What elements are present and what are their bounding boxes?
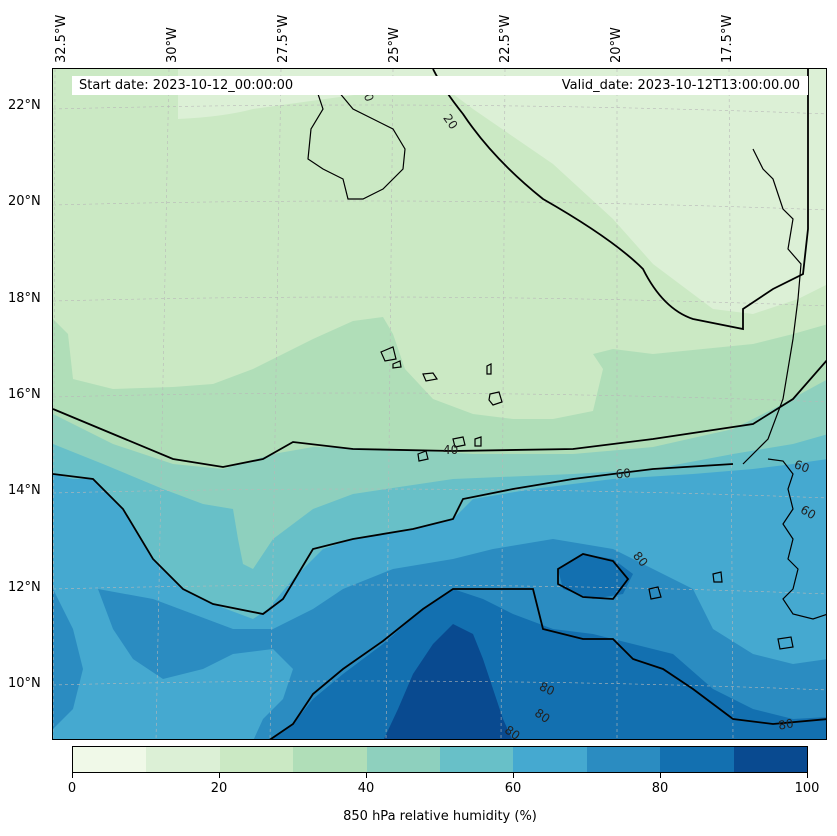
- contour-label-80-b: 80: [537, 679, 557, 698]
- colorbar-segment-1: [146, 747, 220, 772]
- humidity-map-canvas: 0 20 40 60 60 60 80 80 80 80 80: [53, 69, 826, 740]
- colorbar-label-20: 20: [210, 781, 228, 796]
- contour-label-60-b: 60: [792, 457, 811, 475]
- valid-date-label: Valid_date: 2023-10-12T13:00:00.00: [561, 78, 800, 93]
- lat-label-10n: 10°N: [8, 676, 41, 691]
- colorbar: [72, 746, 808, 773]
- contour-label-80-e: 80: [777, 716, 794, 732]
- contour-label-40: 40: [443, 443, 458, 457]
- lon-label-25w: 25°W: [387, 27, 402, 63]
- humidity-band-90-100: [383, 624, 513, 739]
- colorbar-label-0: 0: [67, 781, 77, 796]
- colorbar-segment-7: [586, 747, 661, 772]
- humidity-contours: [53, 69, 826, 739]
- humidity-band-10-20: [178, 69, 826, 314]
- lon-label-20w: 20°W: [609, 27, 624, 63]
- lat-label-18n: 18°N: [8, 291, 41, 306]
- colorbar-segment-2: [219, 747, 294, 772]
- colorbar-tick-40: [366, 773, 367, 778]
- colorbar-tick-20: [219, 773, 220, 778]
- lon-label-27-5w: 27.5°W: [276, 14, 291, 63]
- colorbar-segment-3: [293, 747, 367, 772]
- date-info-box: Start date: 2023-10-12_00:00:00 Valid_da…: [72, 76, 808, 95]
- lon-label-22-5w: 22.5°W: [498, 14, 513, 63]
- lon-label-30w: 30°W: [165, 27, 180, 63]
- colorbar-label-80: 80: [651, 781, 669, 796]
- colorbar-tick-100: [807, 773, 808, 778]
- lat-label-20n: 20°N: [8, 194, 41, 209]
- colorbar-segment-4: [366, 747, 441, 772]
- lon-label-17-5w: 17.5°W: [720, 14, 735, 63]
- contour-label-60-c: 60: [798, 502, 818, 522]
- humidity-band-80-90-patch: [558, 554, 633, 599]
- graticule: [53, 69, 826, 739]
- colorbar-label-40: 40: [357, 781, 375, 796]
- colorbar-title: 850 hPa relative humidity (%): [343, 809, 537, 824]
- contour-label-60-a: 60: [615, 466, 631, 481]
- coastlines: [307, 90, 826, 650]
- lat-label-16n: 16°N: [8, 387, 41, 402]
- colorbar-segment-0: [73, 747, 147, 772]
- lat-label-14n: 14°N: [8, 483, 41, 498]
- colorbar-tick-80: [660, 773, 661, 778]
- lat-label-22n: 22°N: [8, 98, 41, 113]
- contour-label-80-d: 80: [502, 723, 523, 740]
- colorbar-tick-60: [513, 773, 514, 778]
- colorbar-segment-8: [660, 747, 734, 772]
- start-date-label: Start date: 2023-10-12_00:00:00: [79, 78, 294, 93]
- colorbar-segment-9: [733, 747, 808, 772]
- humidity-band-30-40: [53, 317, 826, 489]
- colorbar-segment-6: [513, 747, 587, 772]
- lat-label-12n: 12°N: [8, 580, 41, 595]
- contour-label-0: 0: [361, 91, 377, 103]
- colorbar-label-60: 60: [504, 781, 522, 796]
- colorbar-label-100: 100: [794, 781, 820, 796]
- colorbar-segment-5: [440, 747, 514, 772]
- humidity-map[interactable]: 0 20 40 60 60 60 80 80 80 80 80: [52, 68, 827, 740]
- colorbar-tick-0: [72, 773, 73, 778]
- lon-label-32-5w: 32.5°W: [54, 14, 69, 63]
